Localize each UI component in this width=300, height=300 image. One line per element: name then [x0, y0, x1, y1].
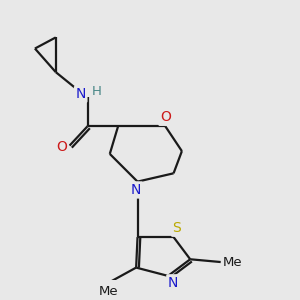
Text: N: N: [168, 276, 178, 290]
Text: Me: Me: [99, 285, 118, 298]
Text: N: N: [76, 87, 86, 101]
Text: H: H: [92, 85, 101, 98]
Text: N: N: [131, 183, 141, 197]
Text: S: S: [172, 221, 181, 235]
Text: O: O: [160, 110, 171, 124]
Text: Me: Me: [223, 256, 243, 268]
Text: O: O: [56, 140, 67, 154]
